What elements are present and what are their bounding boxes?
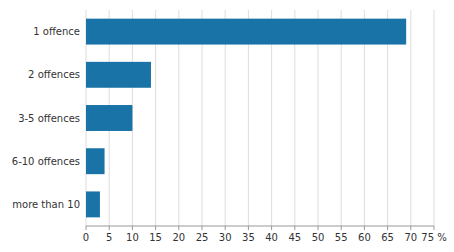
x-tick — [155, 226, 156, 230]
x-tick — [294, 226, 295, 230]
grid-line — [434, 10, 435, 226]
x-tick-label: 15 — [149, 232, 162, 243]
x-tick-label: 75 % — [421, 232, 446, 243]
y-tick-label: 3-5 offences — [18, 113, 80, 124]
grid-line — [410, 10, 411, 226]
x-tick-label: 65 — [381, 232, 394, 243]
chart-svg: 0 5 10 15 20 25 30 35 40 45 50 55 60 65 70 75 % 1 offenc… — [0, 0, 454, 252]
x-tick — [387, 226, 388, 230]
y-tick-label: more than 10 — [12, 199, 80, 210]
bar — [86, 148, 105, 174]
x-axis-line — [86, 226, 434, 227]
x-tick-label: 25 — [196, 232, 209, 243]
bars — [86, 19, 406, 218]
x-tick — [318, 226, 319, 230]
x-tick-label: 10 — [126, 232, 139, 243]
x-tick — [178, 226, 179, 230]
x-tick-label: 0 — [83, 232, 89, 243]
x-tick-label: 70 — [404, 232, 417, 243]
x-tick — [364, 226, 365, 230]
y-tick-label: 1 offence — [33, 26, 80, 37]
x-tick — [271, 226, 272, 230]
bar — [86, 62, 151, 88]
x-tick-label: 35 — [242, 232, 255, 243]
x-tick — [341, 226, 342, 230]
x-tick — [86, 226, 87, 230]
x-tick — [109, 226, 110, 230]
x-tick-label: 50 — [312, 232, 325, 243]
bar — [86, 19, 406, 45]
bar — [86, 105, 132, 131]
x-tick — [410, 226, 411, 230]
y-axis: 1 offence 2 offences 3-5 offences 6-10 offe… — [12, 26, 80, 210]
bar — [86, 191, 100, 217]
x-tick-label: 45 — [288, 232, 301, 243]
grid — [86, 10, 434, 226]
y-tick-label: 6-10 offences — [12, 156, 80, 167]
x-tick — [434, 226, 435, 230]
x-tick — [132, 226, 133, 230]
chart-container: 0 5 10 15 20 25 30 35 40 45 50 55 60 65 70 75 % 1 offenc… — [0, 0, 454, 252]
x-tick-label: 30 — [219, 232, 232, 243]
x-tick — [225, 226, 226, 230]
x-tick-label: 55 — [335, 232, 348, 243]
x-tick-label: 60 — [358, 232, 371, 243]
x-tick-label: 5 — [106, 232, 112, 243]
x-tick-label: 20 — [172, 232, 185, 243]
x-tick — [248, 226, 249, 230]
x-tick — [202, 226, 203, 230]
y-tick-label: 2 offences — [28, 69, 80, 80]
x-axis: 0 5 10 15 20 25 30 35 40 45 50 55 60 65 70 75 % — [83, 226, 447, 243]
x-tick-label: 40 — [265, 232, 278, 243]
